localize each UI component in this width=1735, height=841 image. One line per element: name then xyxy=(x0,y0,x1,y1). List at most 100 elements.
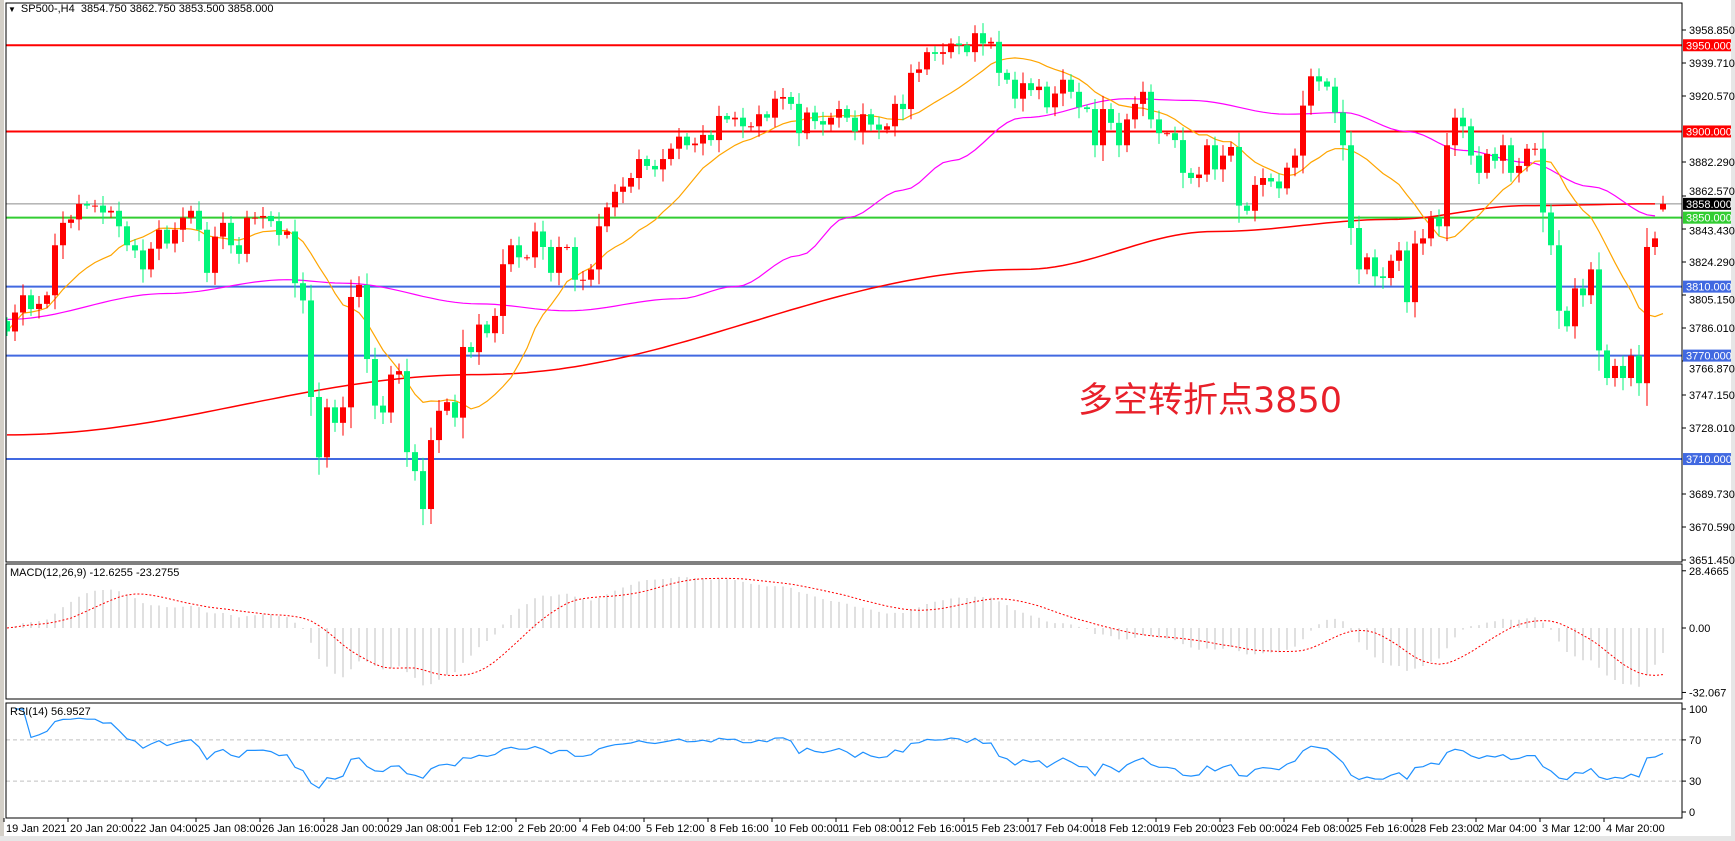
candle-body xyxy=(236,245,242,254)
candle xyxy=(180,207,186,243)
candle xyxy=(252,211,258,225)
candle-body xyxy=(1244,205,1250,211)
candle-body xyxy=(332,407,338,423)
candle xyxy=(1188,168,1194,184)
candle-body xyxy=(1596,269,1602,351)
candle-body xyxy=(708,134,714,141)
candle xyxy=(1460,107,1466,139)
candle-body xyxy=(1396,250,1402,261)
candle-body xyxy=(196,210,202,230)
candle xyxy=(332,399,338,432)
candle xyxy=(1012,71,1018,109)
candle xyxy=(716,105,722,153)
candle xyxy=(964,41,970,57)
candle xyxy=(148,242,154,278)
rsi-tick-label: 70 xyxy=(1689,735,1701,747)
candle-body xyxy=(260,215,266,218)
candle-body xyxy=(1644,246,1650,384)
time-tick-label: 5 Feb 12:00 xyxy=(646,823,705,835)
triangle-down-icon[interactable]: ▼ xyxy=(8,5,16,14)
level-price-tag xyxy=(1683,280,1731,293)
candle xyxy=(564,244,570,251)
candle xyxy=(1532,143,1538,156)
candle-body xyxy=(1356,228,1362,270)
candle-body xyxy=(364,284,370,360)
candle-body xyxy=(492,315,498,334)
candle xyxy=(508,238,514,272)
candle xyxy=(796,93,802,147)
candle-body xyxy=(1204,145,1210,175)
candle xyxy=(300,272,306,314)
candle-body xyxy=(1284,167,1290,189)
candle xyxy=(660,149,666,182)
candle xyxy=(1652,231,1658,256)
price-tick-label: 3766.870 xyxy=(1689,364,1735,376)
candle-body xyxy=(700,134,706,144)
candle-body xyxy=(828,117,834,125)
candle-body xyxy=(460,346,466,418)
candle-body xyxy=(388,374,394,413)
candle xyxy=(436,400,442,453)
candle xyxy=(700,125,706,156)
time-tick-label: 26 Jan 16:00 xyxy=(262,823,326,835)
price-tick-label: 3824.290 xyxy=(1689,257,1735,269)
candle-body xyxy=(796,103,802,134)
candle-body xyxy=(924,52,930,70)
candle-body xyxy=(772,98,778,118)
candle-body xyxy=(668,148,674,160)
pivot-annotation: 多空转折点3850 xyxy=(1078,381,1343,421)
candle-body xyxy=(580,279,586,281)
candle-body xyxy=(44,295,50,304)
candle-body xyxy=(476,324,482,353)
candle-body xyxy=(1132,103,1138,120)
price-tick-label: 3958.850 xyxy=(1689,25,1735,37)
candle-body xyxy=(228,222,234,246)
candle-body xyxy=(1260,178,1266,185)
candle xyxy=(1140,81,1146,117)
candle-body xyxy=(636,159,642,179)
candle xyxy=(412,444,418,481)
candle xyxy=(588,264,594,287)
candle xyxy=(980,23,986,56)
candle xyxy=(188,205,194,224)
candle xyxy=(12,304,18,342)
candle-body xyxy=(556,246,562,273)
candle xyxy=(28,289,34,317)
candle-body xyxy=(1660,203,1666,210)
candle xyxy=(324,398,330,468)
candle xyxy=(844,105,850,123)
candle xyxy=(1516,157,1522,183)
candle-body xyxy=(1380,276,1386,279)
time-tick-label: 19 Feb 20:00 xyxy=(1158,823,1223,835)
candle xyxy=(316,382,322,475)
candle xyxy=(204,221,210,283)
candle xyxy=(764,111,770,122)
candle xyxy=(924,47,930,75)
candle-body xyxy=(588,269,594,280)
macd-tick-label: -32.067 xyxy=(1689,687,1726,699)
candle xyxy=(1572,278,1578,339)
candle-body xyxy=(1340,112,1346,146)
candle xyxy=(220,212,226,250)
candle-body xyxy=(1428,217,1434,239)
price-tick-label: 3670.590 xyxy=(1689,522,1735,534)
candle xyxy=(972,25,978,62)
candle xyxy=(236,236,242,264)
symbol-label: SP500-,H4 xyxy=(20,3,75,15)
candle xyxy=(1476,146,1482,185)
candle-body xyxy=(452,402,458,418)
candle xyxy=(668,143,674,166)
candle-body xyxy=(572,246,578,280)
candle-body xyxy=(12,312,18,332)
candle-body xyxy=(644,159,650,166)
candle-body xyxy=(212,236,218,273)
candle xyxy=(1052,86,1058,117)
candle-body xyxy=(908,72,914,110)
candle xyxy=(244,210,250,263)
candle-body xyxy=(996,41,1002,73)
candle xyxy=(468,342,474,358)
candle-body xyxy=(1124,119,1130,146)
candle xyxy=(684,133,690,150)
